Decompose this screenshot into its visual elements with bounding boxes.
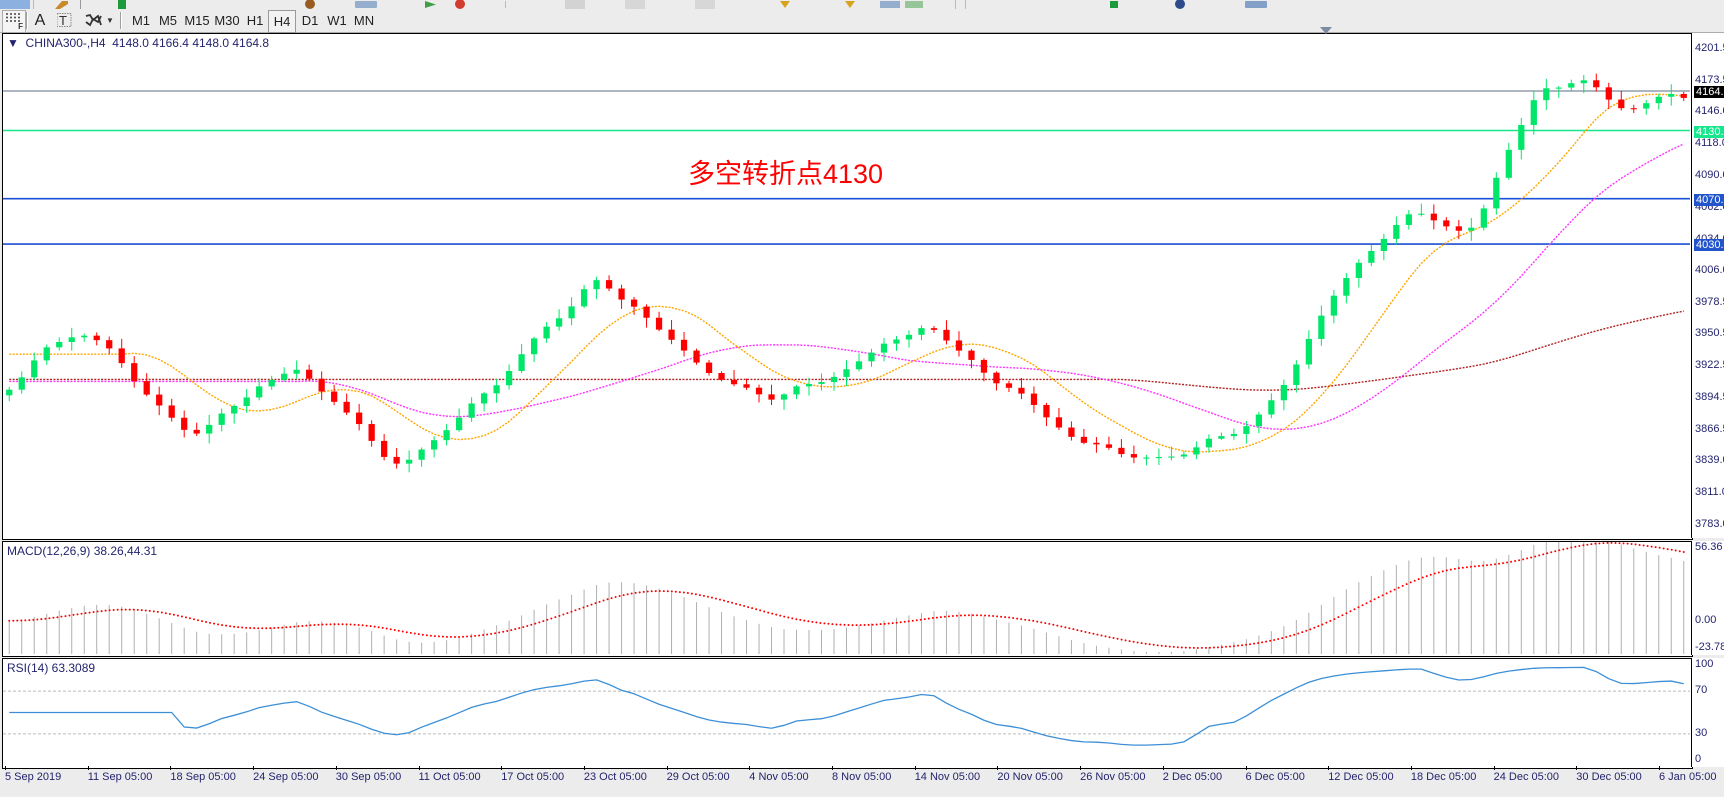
svg-text:T: T	[59, 13, 67, 28]
